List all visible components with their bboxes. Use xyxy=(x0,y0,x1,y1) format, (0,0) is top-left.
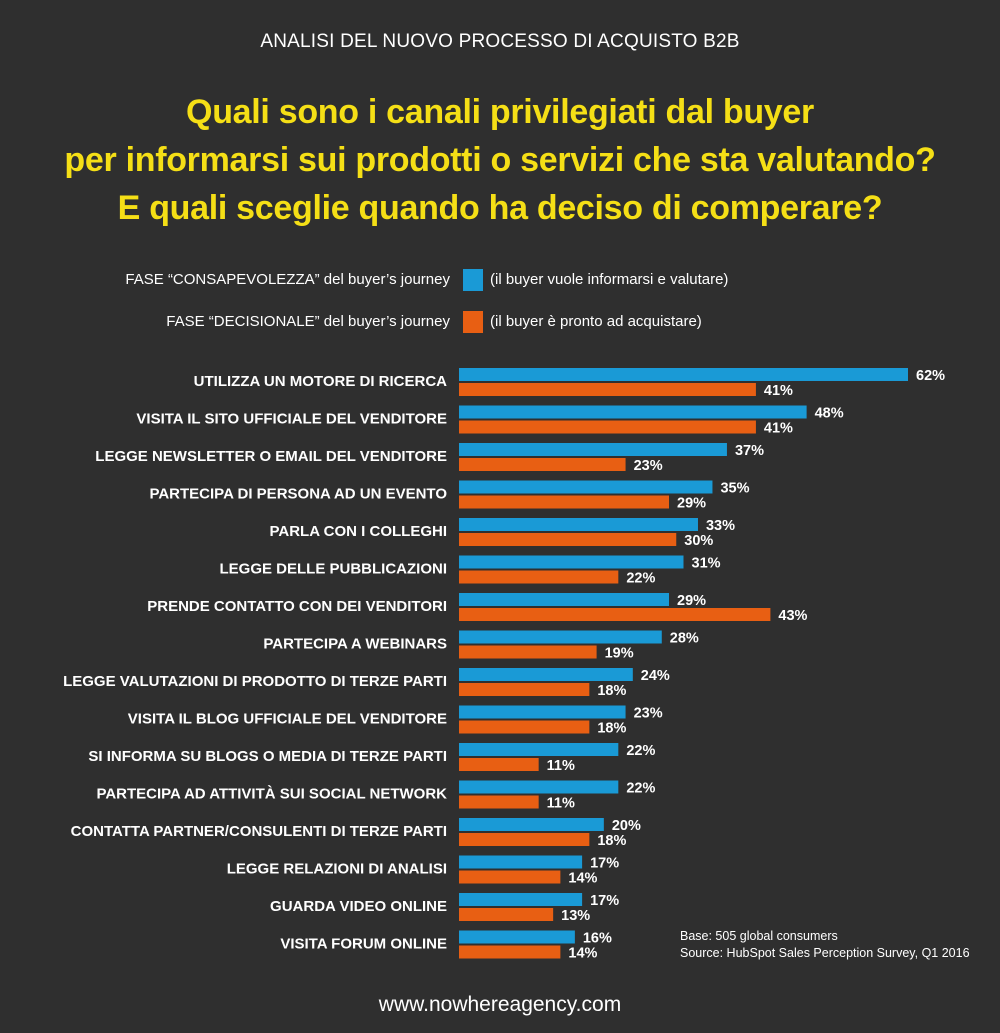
value-label-decision: 43% xyxy=(778,608,807,624)
value-label-awareness: 17% xyxy=(590,856,619,872)
value-label-decision: 41% xyxy=(764,383,793,399)
value-label-awareness: 35% xyxy=(720,481,749,497)
bar-awareness xyxy=(459,368,908,381)
value-label-awareness: 28% xyxy=(670,631,699,647)
category-label: VISITA IL SITO UFFICIALE DEL VENDITORE xyxy=(136,411,447,428)
bar-decision xyxy=(459,908,554,921)
value-label-awareness: 31% xyxy=(692,556,721,572)
title-line-2: per informarsi sui prodotti o servizi ch… xyxy=(64,141,936,179)
category-label: PARTECIPA A WEBINARS xyxy=(263,636,447,653)
value-label-decision: 19% xyxy=(605,646,634,662)
value-label-decision: 22% xyxy=(626,571,655,587)
bar-decision xyxy=(459,945,561,959)
category-label: VISITA FORUM ONLINE xyxy=(280,936,447,953)
category-label: SI INFORMA SU BLOGS O MEDIA DI TERZE PAR… xyxy=(88,748,447,765)
bar-decision xyxy=(459,608,771,621)
legend-swatch-awareness xyxy=(463,269,483,291)
bar-chart: UTILIZZA UN MOTORE DI RICERCA 62% 41% VISIT… xyxy=(63,368,945,962)
bar-decision xyxy=(459,833,590,846)
bar-decision xyxy=(459,758,539,771)
value-label-awareness: 29% xyxy=(677,593,706,609)
value-label-awareness: 16% xyxy=(583,931,612,947)
bar-awareness xyxy=(459,405,807,419)
source-base: Base: 505 global consumers xyxy=(680,929,838,943)
legend-swatch-decision xyxy=(463,311,483,333)
value-label-decision: 11% xyxy=(547,796,575,812)
chart-subtitle: ANALISI DEL NUOVO PROCESSO DI ACQUISTO B… xyxy=(260,31,740,52)
category-label: CONTATTA PARTNER/CONSULENTI DI TERZE PAR… xyxy=(71,823,447,840)
value-label-decision: 30% xyxy=(684,533,713,549)
bar-decision xyxy=(459,495,670,509)
category-label: LEGGE RELAZIONI DI ANALISI xyxy=(227,861,447,878)
value-label-awareness: 33% xyxy=(706,518,735,534)
category-label: LEGGE NEWSLETTER O EMAIL DEL VENDITORE xyxy=(95,448,447,465)
category-label: PARTECIPA AD ATTIVITÀ SUI SOCIAL NETWORK xyxy=(96,786,447,803)
bar-awareness xyxy=(459,855,583,869)
category-label: GUARDA VIDEO ONLINE xyxy=(270,898,447,915)
bar-awareness xyxy=(459,593,670,606)
bar-awareness xyxy=(459,518,698,531)
bar-decision xyxy=(459,683,590,696)
legend-item-awareness: FASE “CONSAPEVOLEZZA” del buyer’s journe… xyxy=(0,269,1000,291)
value-label-decision: 11% xyxy=(547,758,575,774)
bar-awareness xyxy=(459,705,626,719)
value-label-awareness: 62% xyxy=(916,368,945,384)
bar-awareness xyxy=(459,555,684,569)
category-label: VISITA IL BLOG UFFICIALE DEL VENDITORE xyxy=(128,711,447,728)
value-label-decision: 14% xyxy=(568,871,597,887)
value-label-decision: 41% xyxy=(764,421,793,437)
value-label-awareness: 24% xyxy=(641,668,670,684)
category-label: LEGGE DELLE PUBBLICAZIONI xyxy=(219,561,447,578)
bar-awareness xyxy=(459,743,619,756)
legend-desc-decision: (il buyer è pronto ad acquistare) xyxy=(490,313,702,330)
value-label-decision: 18% xyxy=(597,833,626,849)
category-label: PARLA CON I COLLEGHI xyxy=(270,523,448,540)
bar-decision xyxy=(459,420,756,434)
bar-decision xyxy=(459,645,597,659)
legend-label-decision: FASE “DECISIONALE” del buyer’s journey xyxy=(166,313,450,330)
bar-decision xyxy=(459,458,626,471)
category-label: PARTECIPA DI PERSONA AD UN EVENTO xyxy=(149,486,447,503)
category-label: PRENDE CONTATTO CON DEI VENDITORI xyxy=(147,598,447,615)
title-line-3: E quali sceglie quando ha deciso di comp… xyxy=(117,189,883,227)
bar-awareness xyxy=(459,780,619,794)
bar-decision xyxy=(459,533,677,546)
bar-awareness xyxy=(459,630,662,644)
source-citation: Source: HubSpot Sales Perception Survey,… xyxy=(680,946,970,960)
bar-awareness xyxy=(459,443,727,456)
value-label-decision: 18% xyxy=(597,721,626,737)
legend-label-awareness: FASE “CONSAPEVOLEZZA” del buyer’s journe… xyxy=(125,271,450,288)
bar-awareness xyxy=(459,818,604,831)
value-label-awareness: 37% xyxy=(735,443,764,459)
value-label-decision: 13% xyxy=(561,908,590,924)
category-label: UTILIZZA UN MOTORE DI RICERCA xyxy=(194,373,447,390)
chart-title: Quali sono i canali privilegiati dal buy… xyxy=(0,88,1000,232)
bar-decision xyxy=(459,870,561,884)
value-label-decision: 23% xyxy=(634,458,663,474)
bar-awareness xyxy=(459,893,583,906)
bar-awareness xyxy=(459,668,633,681)
bar-decision xyxy=(459,570,619,584)
value-label-awareness: 48% xyxy=(815,406,844,422)
value-label-decision: 18% xyxy=(597,683,626,699)
bar-decision xyxy=(459,795,539,809)
legend-item-decision: FASE “DECISIONALE” del buyer’s journey (… xyxy=(0,311,1000,333)
category-label: LEGGE VALUTAZIONI DI PRODOTTO DI TERZE P… xyxy=(63,673,447,690)
value-label-decision: 14% xyxy=(568,946,597,962)
value-label-awareness: 22% xyxy=(626,781,655,797)
source-note: Base: 505 global consumers Source: HubSp… xyxy=(680,928,970,962)
bar-awareness xyxy=(459,930,575,944)
bar-decision xyxy=(459,383,756,396)
bar-decision xyxy=(459,720,590,734)
footer-url: www.nowhereagency.com xyxy=(378,993,622,1016)
value-label-awareness: 20% xyxy=(612,818,641,834)
legend-desc-awareness: (il buyer vuole informarsi e valutare) xyxy=(490,271,729,288)
value-label-awareness: 17% xyxy=(590,893,619,909)
title-line-1: Quali sono i canali privilegiati dal buy… xyxy=(186,93,814,131)
value-label-awareness: 22% xyxy=(626,743,655,759)
value-label-awareness: 23% xyxy=(634,706,663,722)
value-label-decision: 29% xyxy=(677,496,706,512)
bar-awareness xyxy=(459,480,713,494)
